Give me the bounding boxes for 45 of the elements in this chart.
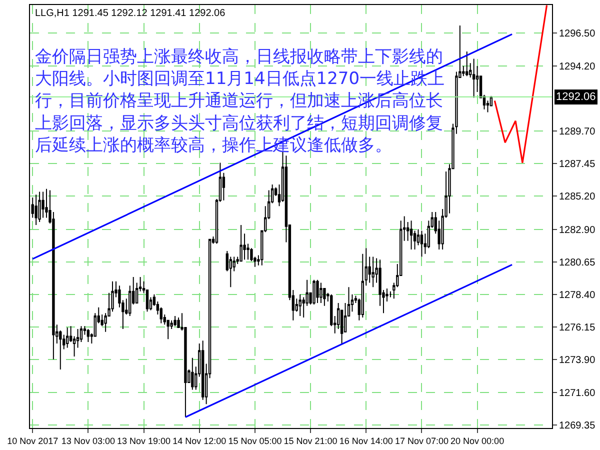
candlestick: [298, 294, 302, 316]
x-tick-label: 15 Nov 21:00: [284, 436, 338, 446]
candlestick: [312, 279, 316, 305]
y-tick-label: 1285.20: [559, 192, 596, 203]
x-tick-label: 14 Nov 12:00: [172, 436, 226, 446]
candlestick: [86, 328, 90, 343]
annotation: LLG,H1 1291.45 1292.12 1291.41 1292.06: [35, 8, 226, 19]
ref-line-label: 1292.06: [556, 91, 596, 103]
x-tick-label: 13 Nov 03:00: [61, 436, 115, 446]
y-tick-label: 1289.70: [559, 126, 596, 138]
y-tick-label: 1269.35: [559, 420, 596, 432]
candlestick: [191, 357, 194, 390]
candlestick: [38, 191, 41, 223]
candlestick: [240, 224, 242, 262]
x-tick-label: 15 Nov 05:00: [228, 436, 282, 446]
candlestick: [389, 290, 392, 298]
x-tick-label: 13 Nov 19:00: [117, 436, 171, 446]
x-tick-label: 10 Nov 2017: [7, 436, 58, 446]
candlestick: [66, 327, 69, 348]
candlestick: [472, 58, 476, 98]
candlestick: [466, 51, 468, 77]
x-tick-label: 17 Nov 07:00: [394, 436, 448, 446]
y-tick-label: 1271.60: [559, 388, 596, 400]
candlestick: [42, 191, 44, 218]
y-tick-label: 1294.20: [559, 61, 596, 72]
candlestick: [174, 316, 176, 327]
x-tick-label: 16 Nov 14:00: [339, 436, 393, 446]
y-tick-label: 1273.90: [559, 354, 596, 366]
y-tick-label: 1276.15: [559, 322, 596, 334]
candlestick: [320, 282, 322, 304]
candlestick: [177, 316, 180, 328]
candlestick: [34, 194, 38, 226]
candlestick: [410, 220, 413, 250]
y-tick-label: 1278.40: [559, 290, 596, 301]
candlestick: [420, 230, 424, 258]
y-tick-label: 1282.90: [559, 224, 596, 236]
x-tick-label: 20 Nov 00:00: [450, 436, 504, 446]
candlestick: [372, 256, 374, 288]
candlestick: [201, 340, 204, 400]
candlestick: [111, 280, 114, 312]
line-series: [494, 5, 548, 164]
y-tick-label: 1287.45: [559, 159, 596, 170]
y-tick-label: 1296.50: [559, 28, 596, 40]
y-tick-label: 1280.65: [559, 257, 596, 268]
candlestick: [316, 279, 319, 304]
